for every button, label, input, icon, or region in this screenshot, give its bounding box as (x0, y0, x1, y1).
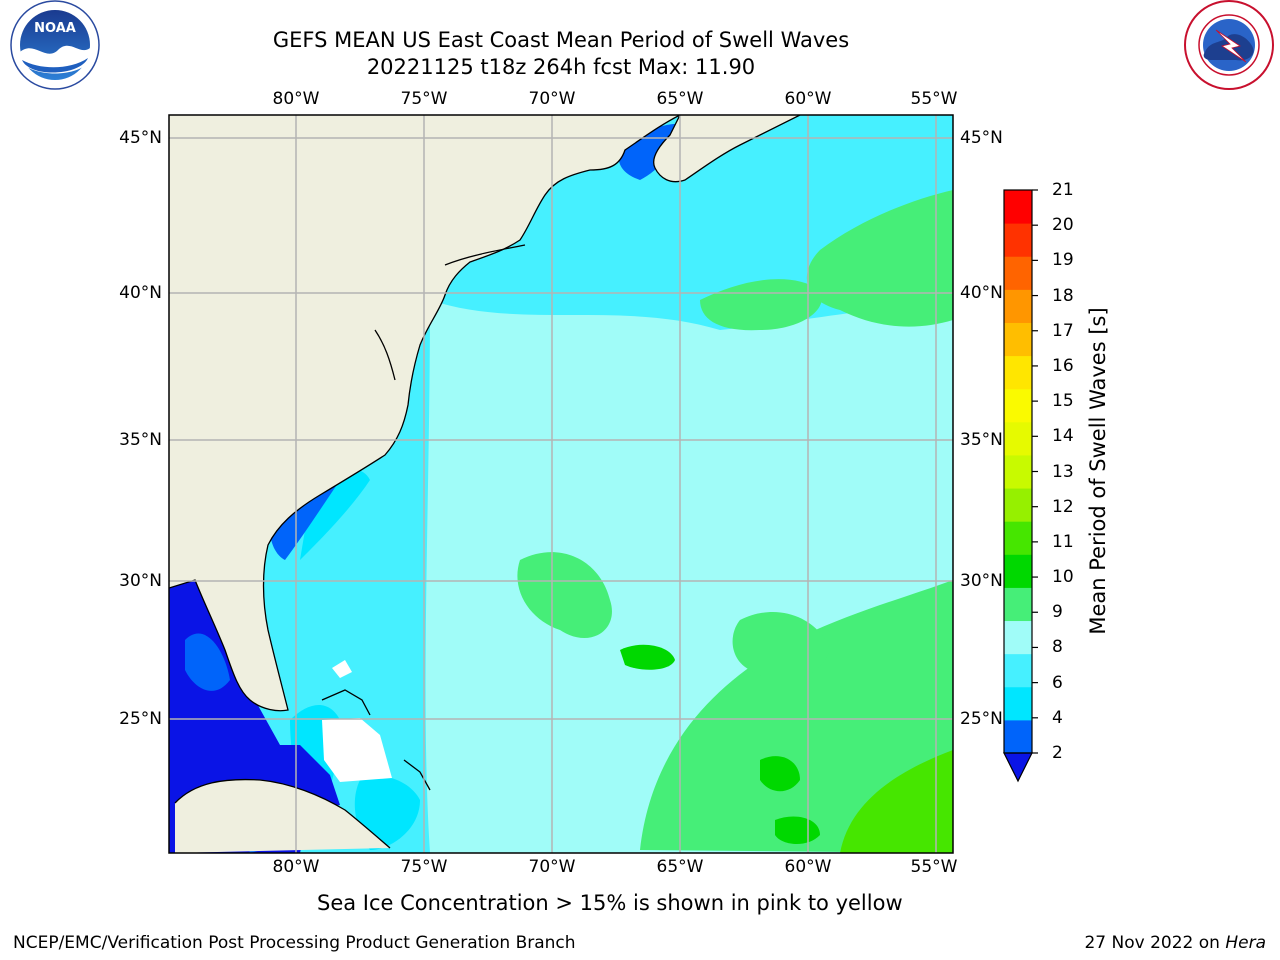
sea-ice-footnote: Sea Ice Concentration > 15% is shown in … (317, 891, 903, 915)
lat-label-left-30n: 30°N (119, 571, 162, 591)
graticule (169, 115, 953, 853)
colorbar-underflow-triangle (1003, 752, 1033, 783)
footer-credit: NCEP/EMC/Verification Post Processing Pr… (13, 933, 576, 953)
lon-label-top-80w: 80°W (272, 89, 320, 109)
noaa-logo-text: NOAA (34, 21, 76, 36)
colorbar-segment (1004, 289, 1032, 323)
colorbar-segment (1004, 554, 1032, 588)
lat-label-right-35n: 35°N (960, 430, 1003, 450)
bahamas-mask (322, 718, 392, 782)
colorbar-tick-label: 2 (1052, 743, 1063, 763)
colorbar-tick-label: 19 (1052, 250, 1074, 271)
lat-label-left-45n: 45°N (119, 128, 162, 148)
lon-label-bottom-80w: 80°W (272, 857, 320, 877)
figure-subtitle: 20221125 t18z 264h fcst Max: 11.90 (366, 55, 756, 79)
colorbar-tick-label: 8 (1052, 637, 1063, 658)
lon-label-bottom-55w: 55°W (910, 857, 958, 877)
lon-label-top-65w: 65°W (656, 89, 704, 109)
lat-label-right-25n: 25°N (960, 709, 1003, 729)
colorbar-segment (1004, 620, 1032, 655)
lat-label-right-30n: 30°N (960, 571, 1003, 591)
colorbar-segment (1004, 421, 1032, 456)
colorbar-tick-label: 10 (1052, 567, 1074, 588)
nova-scotia-land (653, 115, 800, 182)
lat-label-left-25n: 25°N (119, 709, 162, 729)
colorbar-tick-label: 18 (1052, 285, 1074, 306)
colorbar-tick-label: 20 (1052, 215, 1074, 236)
nws-logo (1184, 0, 1274, 90)
lon-label-bottom-70w: 70°W (528, 857, 576, 877)
lat-label-left-35n: 35°N (119, 430, 162, 450)
map-frame (168, 114, 954, 854)
colorbar-segment (1004, 388, 1032, 423)
footer-host: Hera (1225, 933, 1266, 953)
noaa-logo: NOAA (10, 0, 100, 90)
lat-label-right-40n: 40°N (960, 283, 1003, 303)
colorbar-tick-label: 13 (1052, 461, 1074, 482)
lon-label-bottom-65w: 65°W (656, 857, 704, 877)
cuba-land (175, 779, 390, 853)
colorbar-segment (1004, 488, 1032, 522)
lon-label-bottom-60w: 60°W (784, 857, 832, 877)
colorbar-segment (1004, 521, 1032, 555)
colorbar-tick-label: 15 (1052, 391, 1074, 412)
colorbar (1003, 189, 1038, 783)
colorbar-tick-label: 14 (1052, 426, 1074, 447)
footer-date-text: 27 Nov 2022 on (1084, 933, 1220, 953)
lon-label-top-70w: 70°W (528, 89, 576, 109)
lat-label-left-40n: 40°N (119, 283, 162, 303)
colorbar-tick-label: 9 (1052, 602, 1063, 623)
swell-period-field (269, 115, 953, 853)
colorbar-tick-label: 21 (1052, 180, 1074, 200)
colorbar-segment (1004, 587, 1032, 622)
colorbar-label: Mean Period of Swell Waves [s] (1086, 307, 1110, 635)
colorbar-segment (1004, 190, 1032, 224)
colorbar-tick-label: 17 (1052, 320, 1074, 341)
colorbar-segment (1004, 653, 1032, 688)
colorbar-segment (1004, 454, 1032, 489)
colorbar-tick-label: 11 (1052, 531, 1074, 552)
colorbar-tick-label: 6 (1052, 672, 1063, 693)
colorbar-tick-label: 12 (1052, 496, 1074, 517)
colorbar-segment (1004, 256, 1032, 290)
lon-label-top-75w: 75°W (400, 89, 448, 109)
lon-label-top-60w: 60°W (784, 89, 832, 109)
footer-date: 27 Nov 2022 on Hera (1084, 933, 1266, 953)
colorbar-segment (1004, 719, 1032, 754)
colorbar-tick-label: 16 (1052, 355, 1074, 376)
colorbar-segment (1004, 686, 1032, 721)
lat-label-right-45n: 45°N (960, 128, 1003, 148)
lon-label-top-55w: 55°W (910, 89, 958, 109)
colorbar-segment (1004, 322, 1032, 357)
colorbar-tick-label: 4 (1052, 707, 1063, 728)
colorbar-segment (1004, 223, 1032, 257)
colorbar-segment (1004, 355, 1032, 390)
lon-label-bottom-75w: 75°W (400, 857, 448, 877)
figure-title: GEFS MEAN US East Coast Mean Period of S… (272, 28, 850, 52)
